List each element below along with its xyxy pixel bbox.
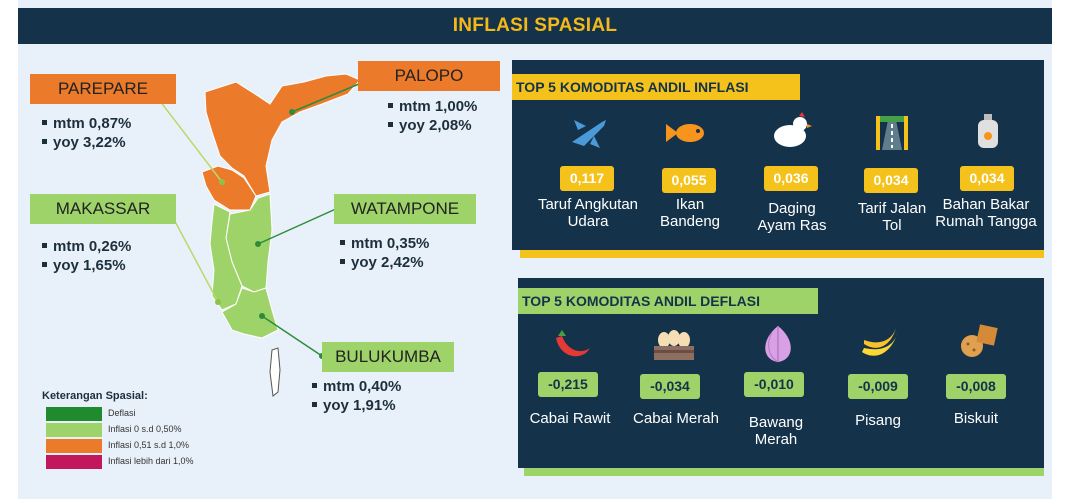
inflation-item-name-line1: Taruf Angkutan — [537, 196, 639, 213]
region-stats-parepare: mtm 0,87% yoy 3,22% — [42, 114, 131, 152]
region-stats-bulukumba: mtm 0,40% yoy 1,91% — [312, 377, 401, 415]
inflation-item-name-line1: Bahan Bakar — [942, 196, 1030, 213]
eggs-icon — [654, 330, 694, 360]
bulukumba-mtm: mtm 0,40% — [323, 378, 402, 395]
inflation-item-name: Tarif Jalan Tol — [832, 200, 952, 234]
watampone-yoy: yoy 2,42% — [351, 254, 424, 271]
map-region-palopo — [204, 73, 361, 197]
region-label-bulukumba: BULUKUMBA — [322, 342, 454, 372]
connector-makassar — [169, 211, 219, 303]
map-region-bulukumba — [221, 287, 279, 339]
region-stats-makassar: mtm 0,26% yoy 1,65% — [42, 237, 131, 275]
deflation-item-name-line1: Biskuit — [953, 410, 999, 427]
inflation-item-name-line1: Ikan — [675, 196, 705, 213]
deflation-value-badge: -0,215 — [538, 372, 598, 397]
deflation-item-name: Cabai Rawit — [510, 410, 630, 427]
inflation-item-name-line1: Tarif Jalan — [857, 200, 927, 217]
legend-label: Inflasi lebih dari 1,0% — [108, 456, 194, 466]
inflation-item-name-line2: Udara — [567, 213, 609, 230]
inflation-panel-underline — [520, 250, 1044, 258]
airplane-icon — [572, 120, 606, 148]
region-label-parepare: PAREPARE — [30, 74, 176, 104]
deflation-item-name: Bawang Merah — [716, 414, 836, 448]
deflation-item-name: Cabai Merah — [616, 410, 736, 427]
makassar-yoy: yoy 1,65% — [53, 257, 126, 274]
biscuit-icon — [961, 324, 998, 357]
region-label-palopo: PALOPO — [358, 61, 500, 91]
deflation-item-name: Biskuit — [916, 410, 1036, 427]
deflation-item-name-line1: Cabai Merah — [633, 410, 719, 427]
map-island-selayar — [269, 347, 281, 397]
deflation-value-badge: -0,009 — [848, 374, 908, 399]
gas-cylinder-icon — [978, 114, 998, 148]
chicken-icon — [774, 112, 812, 147]
region-stats-palopo: mtm 1,00% yoy 2,08% — [388, 97, 477, 135]
palopo-mtm: mtm 1,00% — [399, 98, 478, 115]
map-region-parepare — [201, 165, 257, 211]
title-bar: INFLASI SPASIAL — [18, 8, 1052, 44]
toll-road-icon — [876, 116, 908, 150]
chili-icon — [556, 330, 590, 357]
bulukumba-yoy: yoy 1,91% — [323, 397, 396, 414]
parepare-yoy: yoy 3,22% — [53, 134, 126, 151]
inflation-value-badge: 0,117 — [560, 166, 614, 191]
legend-label: Inflasi 0,51 s.d 1,0% — [108, 440, 190, 450]
region-stats-watampone: mtm 0,35% yoy 2,42% — [340, 234, 429, 272]
inflation-item-name: Daging Ayam Ras — [732, 200, 852, 234]
deflation-value-badge: -0,008 — [946, 374, 1006, 399]
region-label-watampone: WATAMPONE — [334, 194, 476, 224]
legend-item: Deflasi — [42, 406, 148, 422]
inflation-item-name-line2: Ayam Ras — [757, 217, 827, 234]
legend-item: Inflasi 0 s.d 0,50% — [42, 422, 182, 438]
banana-icon — [862, 328, 898, 356]
deflation-panel-underline — [524, 468, 1044, 476]
inflation-value-badge: 0,034 — [864, 168, 918, 193]
inflation-item-name-line2: Tol — [882, 217, 902, 234]
legend-label: Inflasi 0 s.d 0,50% — [108, 424, 182, 434]
inflation-item-name: Taruf Angkutan Udara — [528, 196, 648, 230]
deflation-value-badge: -0,034 — [640, 374, 700, 399]
palopo-yoy: yoy 2,08% — [399, 117, 472, 134]
connector-watampone — [257, 207, 339, 245]
connector-bulukumba — [261, 315, 323, 357]
deflation-item-name-line1: Bawang — [748, 414, 804, 431]
deflation-item-name-line1: Cabai Rawit — [529, 410, 611, 427]
page-title: INFLASI SPASIAL — [452, 15, 618, 36]
region-label-makassar: MAKASSAR — [30, 194, 176, 224]
inflation-item-name: Ikan Bandeng — [630, 196, 750, 230]
deflation-panel-title: TOP 5 KOMODITAS ANDIL DEFLASI — [518, 288, 818, 314]
deflation-item-name: Pisang — [818, 412, 938, 429]
legend-item: Inflasi 0,51 s.d 1,0% — [42, 438, 189, 454]
map-region-makassar — [209, 203, 243, 311]
inflation-item-name-line1: Daging — [768, 200, 816, 217]
onion-icon — [765, 326, 791, 363]
legend-swatch — [46, 407, 102, 421]
legend-label: Deflasi — [108, 408, 136, 418]
inflation-item-name-line2: Bandeng — [659, 213, 721, 230]
deflation-item-name-line2: Merah — [754, 431, 798, 448]
makassar-mtm: mtm 0,26% — [53, 238, 132, 255]
legend-swatch — [46, 455, 102, 469]
legend-title: Keterangan Spasial: — [42, 390, 148, 402]
inflation-item-name: Bahan Bakar Rumah Tangga — [926, 196, 1046, 230]
inflation-value-badge: 0,055 — [662, 168, 716, 193]
legend-swatch — [46, 439, 102, 453]
inflation-item-name-line2: Rumah Tangga — [935, 213, 1037, 230]
fish-icon — [666, 124, 704, 142]
legend-item: Inflasi lebih dari 1,0% — [42, 454, 194, 470]
inflation-panel-title: TOP 5 KOMODITAS ANDIL INFLASI — [512, 74, 800, 100]
inflation-panel: TOP 5 KOMODITAS ANDIL INFLASI — [512, 60, 1044, 250]
deflation-item-name-line1: Pisang — [855, 412, 901, 429]
watampone-mtm: mtm 0,35% — [351, 235, 430, 252]
map-legend: Keterangan Spasial: Deflasi Inflasi 0 s.… — [42, 390, 194, 470]
deflation-value-badge: -0,010 — [744, 372, 804, 397]
parepare-mtm: mtm 0,87% — [53, 115, 132, 132]
legend-swatch — [46, 423, 102, 437]
inflation-value-badge: 0,036 — [764, 166, 818, 191]
inflation-value-badge: 0,034 — [960, 166, 1014, 191]
